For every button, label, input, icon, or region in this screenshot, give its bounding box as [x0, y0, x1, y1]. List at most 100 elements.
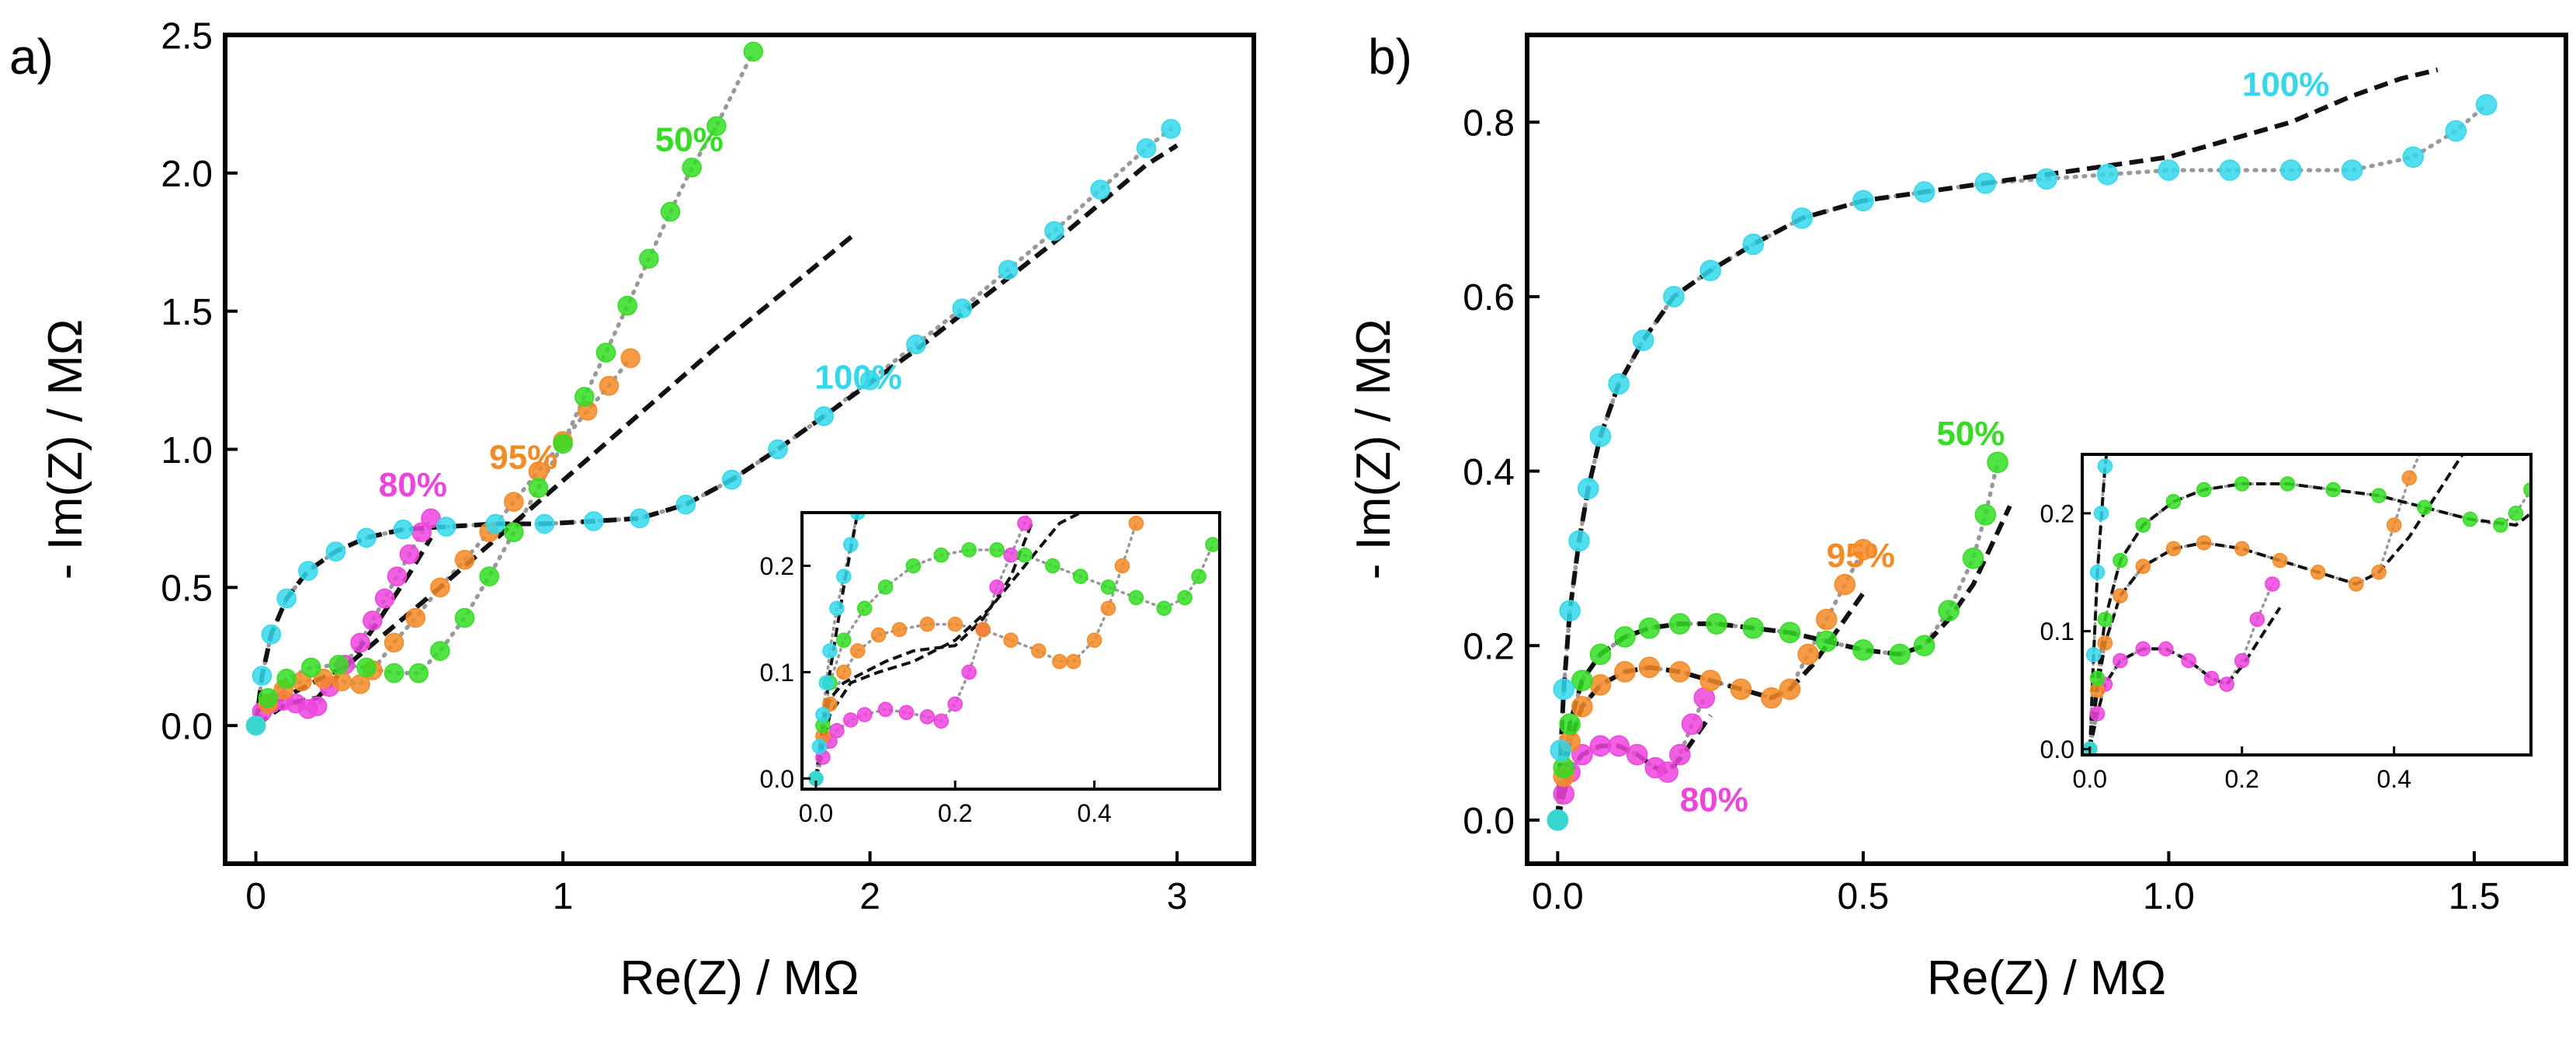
inset-data-point-s80 — [2089, 706, 2106, 722]
inset-data-point-s50 — [1017, 548, 1033, 563]
data-point-s95 — [1834, 573, 1856, 596]
data-point-s50 — [617, 295, 637, 316]
inset-data-point-s95 — [1052, 653, 1068, 670]
data-point-s50 — [1742, 617, 1764, 639]
inset-plot: 0.0 0.2 0.4 0.0 0.1 0.2 — [2040, 453, 2533, 793]
data-point-s95 — [1730, 678, 1752, 701]
inset-data-point-s50 — [2493, 517, 2508, 533]
data-point-s95 — [620, 348, 641, 368]
x-tick-label: 0.0 — [1532, 876, 1584, 917]
data-point-s80 — [421, 508, 441, 529]
data-point-s50 — [1706, 613, 1727, 635]
inset-data-point-s50 — [1177, 590, 1193, 606]
data-point-s50 — [356, 657, 377, 678]
inset-data-point-s50 — [877, 579, 894, 595]
data-point-s100 — [1161, 119, 1181, 139]
inset-data-point-s50 — [905, 558, 922, 574]
data-point-s100 — [1589, 425, 1612, 447]
inset-data-point-s100 — [836, 569, 852, 584]
data-point-s100 — [252, 666, 273, 686]
data-point-s50 — [504, 522, 524, 542]
inset-data-point-s95 — [2401, 470, 2418, 486]
inset-model-line-s95 — [2088, 454, 2422, 751]
fit-line-0 — [255, 235, 853, 715]
data-point-s50 — [1559, 713, 1581, 736]
y-tick-label: 0.0 — [1463, 801, 1515, 842]
data-point-s95 — [430, 577, 450, 598]
inset-x-tick-label: 0.2 — [2224, 765, 2258, 793]
data-point-s95 — [1699, 670, 1721, 691]
data-point-s95 — [384, 632, 404, 653]
data-point-s80 — [350, 632, 370, 653]
y-tick-label: 0.6 — [1463, 277, 1515, 318]
data-point-s100 — [583, 511, 604, 531]
series-label-100pct: 100% — [2242, 66, 2330, 104]
data-point-s95 — [332, 671, 352, 692]
data-point-s50 — [553, 433, 573, 454]
inset-data-point-s100 — [811, 739, 828, 754]
inset-data-point-s100 — [2085, 647, 2102, 663]
inset-data-point-s50 — [961, 542, 977, 558]
fit-line-3 — [1555, 67, 2439, 820]
inset-data-point-s100 — [818, 675, 835, 690]
series-label-50pct: 50% — [655, 120, 724, 158]
y-tick-label: 0.4 — [1463, 452, 1515, 493]
inset-data-point-s80 — [2249, 611, 2265, 628]
data-point-s100 — [2402, 146, 2424, 168]
data-point-s100 — [1742, 233, 1764, 256]
data-point-s95 — [1761, 687, 1783, 709]
data-point-s50 — [1938, 600, 1960, 622]
inset-data-point-s95 — [2371, 565, 2387, 580]
data-point-s50 — [1889, 643, 1911, 666]
inset-data-point-s50 — [856, 600, 873, 616]
data-point-s100 — [298, 561, 318, 581]
data-point-s50 — [1852, 639, 1874, 661]
inset-data-point-s50 — [1191, 569, 1206, 584]
x-tick-label: 1.5 — [2449, 876, 2501, 917]
data-point-s100 — [998, 259, 1019, 280]
plot-area — [1547, 67, 2498, 831]
data-point-s100 — [325, 541, 346, 562]
data-point-s50 — [1638, 617, 1661, 639]
inset-data-point-s95 — [2386, 517, 2402, 533]
data-point-s95 — [1797, 643, 1819, 666]
inset-data-point-s95 — [870, 627, 887, 643]
data-point-s100 — [2219, 159, 2241, 181]
inset-x-tick-label: 0.4 — [2376, 765, 2411, 793]
data-point-s95 — [1815, 608, 1838, 631]
data-point-s50 — [430, 641, 450, 661]
inset-data-point-s100 — [2093, 506, 2109, 521]
data-point-s100 — [276, 588, 297, 609]
y-tick-label: 0.0 — [161, 706, 213, 747]
inset-data-point-s95 — [919, 617, 936, 632]
data-point-s100 — [393, 519, 414, 540]
data-point-s100 — [1699, 259, 1721, 282]
x-tick-label: 0 — [245, 876, 266, 917]
inset-data-point-s50 — [2508, 506, 2524, 521]
data-point-s100 — [485, 513, 505, 534]
inset-data-point-s95 — [1086, 632, 1102, 649]
data-point-s50 — [1913, 635, 1935, 656]
inset-data-point-s100 — [2097, 458, 2113, 474]
series-label-95pct: 95% — [1827, 537, 1895, 575]
data-point-s80 — [1608, 735, 1630, 757]
inset-y-tick-label: 0.2 — [760, 552, 794, 580]
inset-data-point-s80 — [2135, 641, 2151, 657]
data-point-s100 — [1791, 207, 1813, 229]
data-point-s50 — [479, 566, 499, 586]
inset-data-point-s50 — [2165, 493, 2182, 510]
x-tick-label: 1.0 — [2143, 876, 2195, 917]
data-point-s50 — [706, 116, 727, 137]
inset-data-point-s95 — [975, 621, 991, 638]
inset-data-point-s95 — [2165, 541, 2182, 557]
x-tick-label: 0.5 — [1838, 876, 1890, 917]
inset-data-point-s50 — [836, 632, 852, 649]
data-point-s100 — [2036, 168, 2057, 190]
data-point-s80 — [363, 610, 383, 631]
inset-data-point-s95 — [1128, 515, 1144, 531]
data-point-s50 — [575, 387, 595, 407]
data-point-s100 — [1550, 739, 1572, 761]
data-point-s50 — [1987, 451, 2008, 474]
inset-data-point-s95 — [2135, 558, 2151, 574]
series-label-80pct: 80% — [379, 466, 447, 504]
